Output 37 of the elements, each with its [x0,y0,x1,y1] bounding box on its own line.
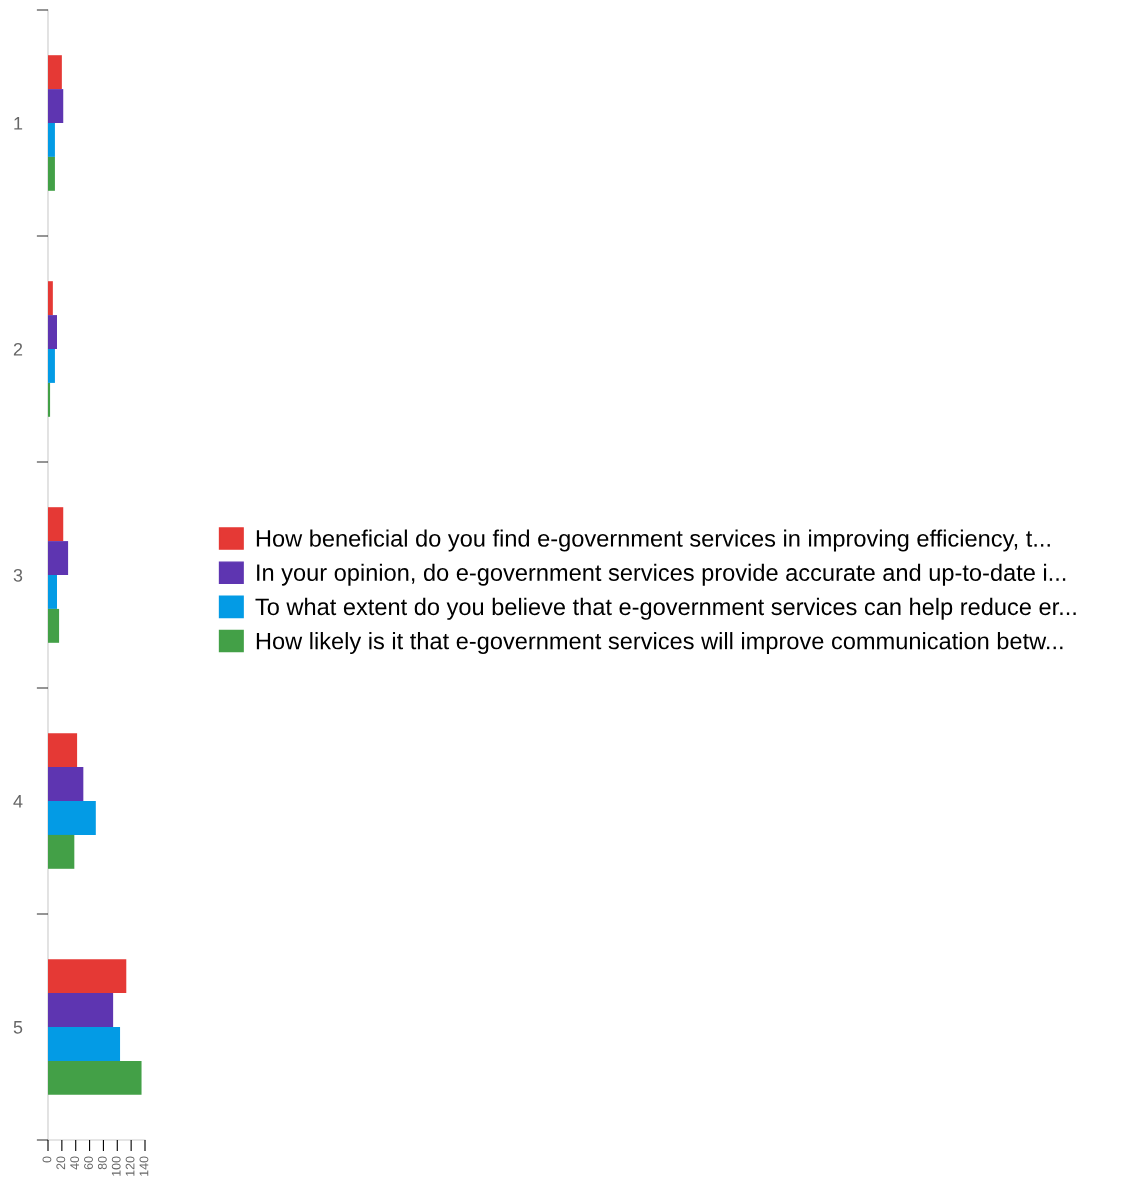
y-tick-label: 3 [13,568,23,582]
bar [48,281,53,316]
y-tick-label: 1 [14,117,23,130]
bar [48,767,84,801]
x-tick-label: 80 [97,1156,107,1170]
bar [48,575,58,609]
x-tick-label: 100 [111,1156,121,1176]
bar [48,315,58,349]
x-tick-label: 0 [42,1156,52,1163]
bar [48,349,55,383]
legend-label: How beneficial do you find e-government services in improving efficiency, t... [256,529,1050,552]
bar [48,156,55,191]
x-tick-label: 140 [139,1156,149,1176]
bar [48,55,62,90]
bar [48,834,75,869]
bar [48,608,60,643]
x-tick-label: 60 [84,1156,93,1170]
y-tick-label: 5 [13,1021,23,1034]
x-tick-label: 40 [70,1156,80,1170]
bar [48,993,114,1027]
bar [48,382,51,417]
bar [48,123,55,157]
bar [48,959,127,994]
bar [48,801,96,835]
bar [48,733,78,768]
y-tick-label: 2 [13,342,23,356]
legend-label: In your opinion, do e-government services provide accurate and up-to-date i... [257,563,1066,586]
bar [48,89,64,123]
bar [48,541,69,575]
y-tick-label: 4 [13,795,23,808]
x-tick-label: 20 [56,1156,66,1170]
bar [48,507,64,542]
legend-label: How likely is it that e-government services will improve communication betw... [256,632,1063,655]
x-tick-label: 120 [125,1156,135,1176]
legend-label: To what extent do you believe that e-government services can help reduce er... [255,597,1076,620]
bar [48,1027,121,1061]
bar [48,1060,142,1095]
